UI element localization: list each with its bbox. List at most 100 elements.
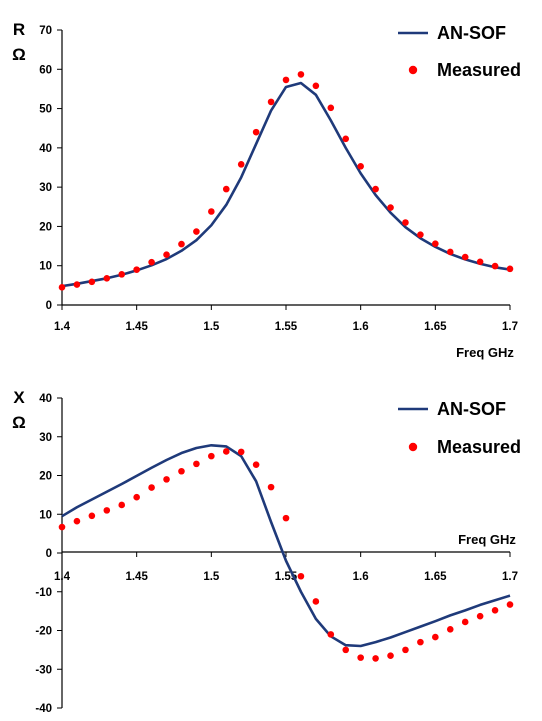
r-chart-measured-point [506,265,514,273]
x-chart-measured-point [446,626,454,633]
r-chart-measured-point [118,271,126,278]
x-chart-y-tick-label: -10 [35,587,52,599]
x-chart-measured-point [118,501,126,509]
x-chart-measured-point [342,646,350,654]
r-chart-measured-point [58,284,66,291]
r-chart-measured-point [237,161,245,168]
x-chart-measured-point [461,618,469,626]
x-chart-measured-point [491,607,499,614]
x-chart-measured-point [267,483,275,491]
x-chart-measured-point [312,598,320,605]
r-chart-measured-point [208,208,215,215]
x-chart-measured-point [297,572,305,580]
x-chart-legend-label-measured: Measured [437,437,521,457]
r-chart-y-label: R [13,20,25,39]
x-chart-measured-point [103,507,111,514]
x-chart-measured-point [163,476,170,483]
r-chart-measured-point [222,185,230,193]
r-chart-measured-point [327,104,335,112]
x-chart-x-label: Freq GHz [458,532,516,547]
x-chart-y-tick-label: -40 [35,703,52,715]
r-chart-x-tick-label: 1.65 [424,321,447,333]
r-chart-measured-point [342,135,350,143]
r-chart-measured-point [193,228,200,235]
x-chart-y-unit: Ω [12,413,26,432]
r-chart-measured-point [402,219,409,226]
x-chart-y-tick-label: 30 [39,432,52,444]
x-chart-measured-point [193,460,200,468]
r-chart-x-tick-label: 1.55 [275,321,298,333]
x-chart-measured-point [252,461,260,468]
r-chart-x-label: Freq GHz [456,345,514,360]
x-chart-measured-point [88,512,96,520]
r-chart-y-tick-label: 0 [46,300,52,312]
x-chart-measured-point [282,514,290,522]
x-chart-y-tick-label: 40 [39,393,52,405]
x-chart-x-tick-label: 1.45 [125,571,148,583]
r-chart-y-tick-label: 70 [39,25,52,37]
x-chart-y-label: X [13,388,25,407]
r-chart-x-tick-label: 1.45 [125,321,148,333]
r-chart-measured-point [372,185,379,193]
r-chart-x-tick-label: 1.4 [54,321,71,333]
r-chart-y-unit: Ω [12,45,26,64]
x-chart-x-tick-label: 1.6 [353,571,369,583]
r-chart-measured-point [432,240,439,248]
r-chart-measured-point [103,274,111,282]
r-chart-measured-point [282,76,290,84]
x-chart-x-tick-label: 1.7 [502,571,518,583]
x-chart-legend-label-an-sof: AN-SOF [437,399,506,419]
x-chart-measured-point [148,484,155,491]
r-chart-measured-point [491,262,499,270]
x-chart-x-tick-label: 1.4 [54,571,71,583]
x-chart-measured-point [58,523,66,531]
x-chart-measured-point [178,467,185,475]
r-chart-measured-point [163,251,170,259]
x-chart-measured-point [327,631,335,638]
r-chart-y-tick-label: 50 [39,104,52,116]
x-chart-measured-point [73,517,81,525]
x-chart-measured-point [237,448,245,456]
r-chart-legend-dot-swatch [408,65,418,75]
r-chart-measured-point [446,248,454,256]
x-chart-measured-point [357,654,364,661]
x-chart-y-tick-label: 10 [39,509,52,521]
x-chart-legend-dot-swatch [408,442,418,452]
x-chart-measured-point [402,646,409,654]
r-chart-measured-point [312,82,320,90]
r-chart-measured-point [88,278,96,286]
x-chart-x-tick-label: 1.65 [424,571,447,583]
r-chart-measured-point [387,204,394,211]
r-chart-measured-point [148,258,155,266]
r-chart-measured-point [267,98,275,106]
r-chart-measured-point [133,266,140,273]
r-chart-y-tick-label: 40 [39,143,52,155]
x-chart-measured-point [133,493,140,501]
x-chart-measured-point [417,638,424,646]
r-chart-x-tick-label: 1.6 [353,321,369,333]
x-chart-y-tick-label: 0 [46,548,52,560]
x-chart-measured-point [476,612,484,620]
r-chart-measured-point [476,258,484,266]
r-chart-y-tick-label: 20 [39,221,52,233]
r-chart-y-tick-label: 60 [39,64,52,76]
x-chart-measured-point [372,655,379,662]
r-chart-measured-point [252,128,260,136]
x-chart-measured-point [506,601,514,608]
r-chart-y-tick-label: 30 [39,182,52,194]
x-chart-measured-point [432,633,439,641]
x-chart-measured-point [222,448,230,455]
r-chart-measured-point [357,163,364,170]
r-chart-measured-point [461,253,469,261]
r-chart-y-tick-label: 10 [39,261,52,273]
r-chart-series-line-an-sof [61,81,511,288]
x-chart-y-tick-label: -20 [35,626,52,638]
r-chart-x-tick-label: 1.7 [502,321,518,333]
r-chart-measured-point [178,240,185,248]
x-chart-y-tick-label: -30 [35,664,52,676]
x-chart-x-tick-label: 1.5 [203,571,220,583]
r-chart-legend-label-measured: Measured [437,60,521,80]
r-chart-measured-point [73,281,81,288]
r-chart-legend-label-an-sof: AN-SOF [437,23,506,43]
